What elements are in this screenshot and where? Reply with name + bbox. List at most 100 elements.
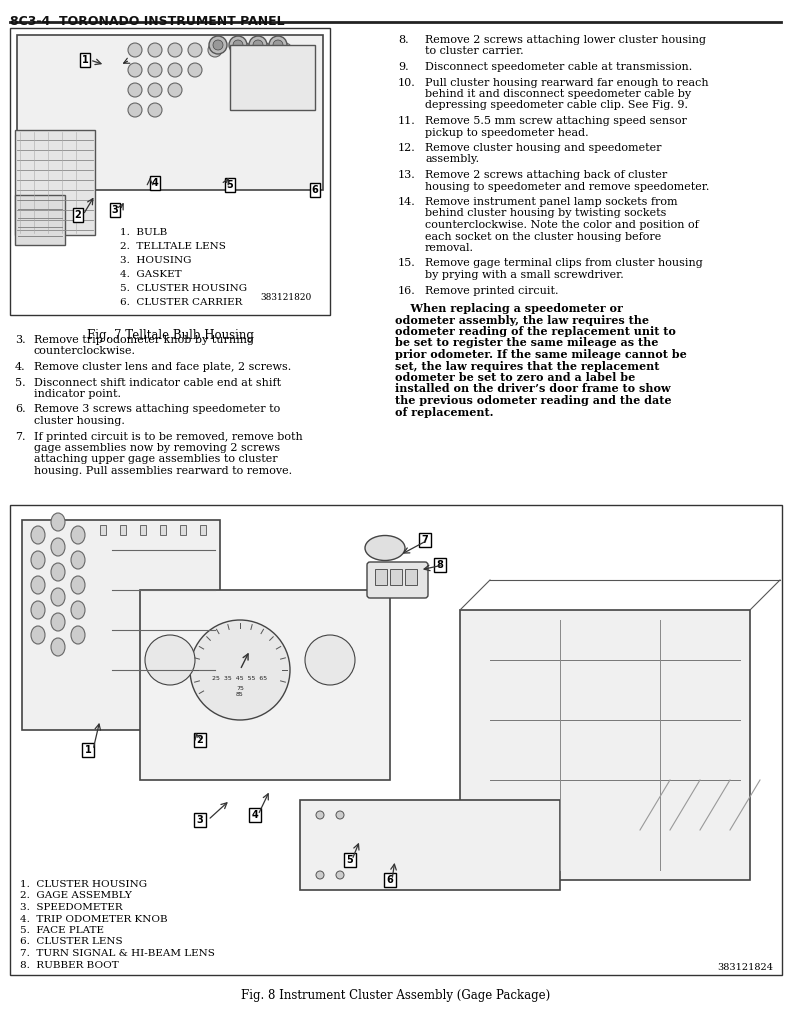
Circle shape xyxy=(336,811,344,819)
Ellipse shape xyxy=(51,563,65,581)
Bar xyxy=(300,800,560,890)
Circle shape xyxy=(258,63,272,77)
Bar xyxy=(10,505,782,975)
Circle shape xyxy=(233,40,243,50)
Text: counterclockwise.: counterclockwise. xyxy=(34,346,136,356)
Circle shape xyxy=(208,43,222,57)
Text: 7: 7 xyxy=(422,535,429,545)
Circle shape xyxy=(148,63,162,77)
Text: Remove 2 screws attaching back of cluster: Remove 2 screws attaching back of cluste… xyxy=(425,170,668,180)
Text: 7.: 7. xyxy=(15,431,25,441)
Text: Remove cluster lens and face plate, 2 screws.: Remove cluster lens and face plate, 2 sc… xyxy=(34,362,291,372)
Text: Disconnect shift indicator cable end at shift: Disconnect shift indicator cable end at … xyxy=(34,378,281,387)
Circle shape xyxy=(278,83,292,97)
Text: Remove 3 screws attaching speedometer to: Remove 3 screws attaching speedometer to xyxy=(34,404,280,415)
Text: 75: 75 xyxy=(236,685,244,690)
Text: behind cluster housing by twisting sockets: behind cluster housing by twisting socke… xyxy=(425,209,666,218)
Text: 25  35  45  55  65: 25 35 45 55 65 xyxy=(213,676,267,681)
Text: indicator point.: indicator point. xyxy=(34,389,121,399)
Text: Fig. 8 Instrument Cluster Assembly (Gage Package): Fig. 8 Instrument Cluster Assembly (Gage… xyxy=(241,989,551,1002)
Ellipse shape xyxy=(71,626,85,644)
Circle shape xyxy=(148,43,162,57)
Text: 4: 4 xyxy=(252,810,259,820)
Ellipse shape xyxy=(365,536,405,560)
Text: Remove printed circuit.: Remove printed circuit. xyxy=(425,286,558,296)
Text: 4.: 4. xyxy=(15,362,25,372)
Text: Remove gage terminal clips from cluster housing: Remove gage terminal clips from cluster … xyxy=(425,258,702,268)
Circle shape xyxy=(273,40,283,50)
Text: odometer be set to zero and a label be: odometer be set to zero and a label be xyxy=(395,372,635,383)
Text: 15.: 15. xyxy=(398,258,416,268)
Circle shape xyxy=(188,63,202,77)
Text: counterclockwise. Note the color and position of: counterclockwise. Note the color and pos… xyxy=(425,220,698,230)
Circle shape xyxy=(213,40,223,50)
Text: 6.  CLUSTER LENS: 6. CLUSTER LENS xyxy=(20,938,123,946)
Text: assembly.: assembly. xyxy=(425,155,479,165)
Bar xyxy=(10,28,330,315)
Circle shape xyxy=(278,43,292,57)
Text: Fig. 7 Telltale Bulb Housing: Fig. 7 Telltale Bulb Housing xyxy=(86,329,253,342)
Text: 14.: 14. xyxy=(398,197,416,207)
Text: 2: 2 xyxy=(197,735,203,745)
Text: 4.  GASKET: 4. GASKET xyxy=(120,270,182,279)
Text: 85: 85 xyxy=(237,692,244,697)
Circle shape xyxy=(229,36,247,54)
Circle shape xyxy=(148,83,162,97)
Text: 5: 5 xyxy=(227,180,233,190)
Text: depressing speedometer cable clip. See Fig. 9.: depressing speedometer cable clip. See F… xyxy=(425,100,688,111)
Circle shape xyxy=(168,83,182,97)
Text: 11.: 11. xyxy=(398,116,416,126)
Text: 4: 4 xyxy=(152,178,158,188)
Circle shape xyxy=(258,43,272,57)
Text: 6: 6 xyxy=(387,874,393,885)
Ellipse shape xyxy=(51,638,65,656)
Text: 13.: 13. xyxy=(398,170,416,180)
Circle shape xyxy=(298,63,312,77)
Circle shape xyxy=(148,103,162,117)
Text: cluster housing.: cluster housing. xyxy=(34,416,125,426)
Text: 383121824: 383121824 xyxy=(717,963,773,972)
Circle shape xyxy=(316,871,324,879)
Bar xyxy=(22,520,220,730)
Ellipse shape xyxy=(31,551,45,569)
Circle shape xyxy=(128,63,142,77)
Text: Remove trip odometer knob by turning: Remove trip odometer knob by turning xyxy=(34,335,254,345)
Circle shape xyxy=(238,43,252,57)
Circle shape xyxy=(249,36,267,54)
Ellipse shape xyxy=(31,526,45,544)
Text: 8: 8 xyxy=(437,560,444,570)
Text: behind it and disconnect speedometer cable by: behind it and disconnect speedometer cab… xyxy=(425,89,691,99)
Ellipse shape xyxy=(51,588,65,606)
Text: 9.: 9. xyxy=(398,62,409,72)
Bar xyxy=(375,569,387,585)
Bar xyxy=(200,525,206,535)
Circle shape xyxy=(316,811,324,819)
Text: odometer reading of the replacement unit to: odometer reading of the replacement unit… xyxy=(395,326,676,337)
Text: 3.  SPEEDOMETER: 3. SPEEDOMETER xyxy=(20,903,123,912)
Ellipse shape xyxy=(31,575,45,594)
Ellipse shape xyxy=(51,538,65,556)
Ellipse shape xyxy=(31,601,45,618)
Text: to cluster carrier.: to cluster carrier. xyxy=(425,46,524,56)
Text: 2.  TELLTALE LENS: 2. TELLTALE LENS xyxy=(120,242,226,251)
Ellipse shape xyxy=(71,551,85,569)
Text: 2.  GAGE ASSEMBLY: 2. GAGE ASSEMBLY xyxy=(20,892,132,900)
Text: pickup to speedometer head.: pickup to speedometer head. xyxy=(425,128,589,137)
Text: When replacing a speedometer or: When replacing a speedometer or xyxy=(395,303,623,314)
Circle shape xyxy=(128,103,142,117)
Ellipse shape xyxy=(31,626,45,644)
Text: 8.: 8. xyxy=(398,35,409,45)
Text: 6.: 6. xyxy=(15,404,25,415)
Circle shape xyxy=(336,871,344,879)
Text: 7.  TURN SIGNAL & HI-BEAM LENS: 7. TURN SIGNAL & HI-BEAM LENS xyxy=(20,949,215,958)
Bar xyxy=(140,525,146,535)
Ellipse shape xyxy=(51,513,65,531)
Text: attaching upper gage assemblies to cluster: attaching upper gage assemblies to clust… xyxy=(34,455,278,465)
Text: 2: 2 xyxy=(74,210,81,220)
Text: 4.  TRIP ODOMETER KNOB: 4. TRIP ODOMETER KNOB xyxy=(20,914,168,924)
Text: 1: 1 xyxy=(85,745,92,755)
Ellipse shape xyxy=(71,575,85,594)
Text: the previous odometer reading and the date: the previous odometer reading and the da… xyxy=(395,395,672,406)
Bar xyxy=(15,195,65,245)
Text: Remove 2 screws attaching lower cluster housing: Remove 2 screws attaching lower cluster … xyxy=(425,35,706,45)
